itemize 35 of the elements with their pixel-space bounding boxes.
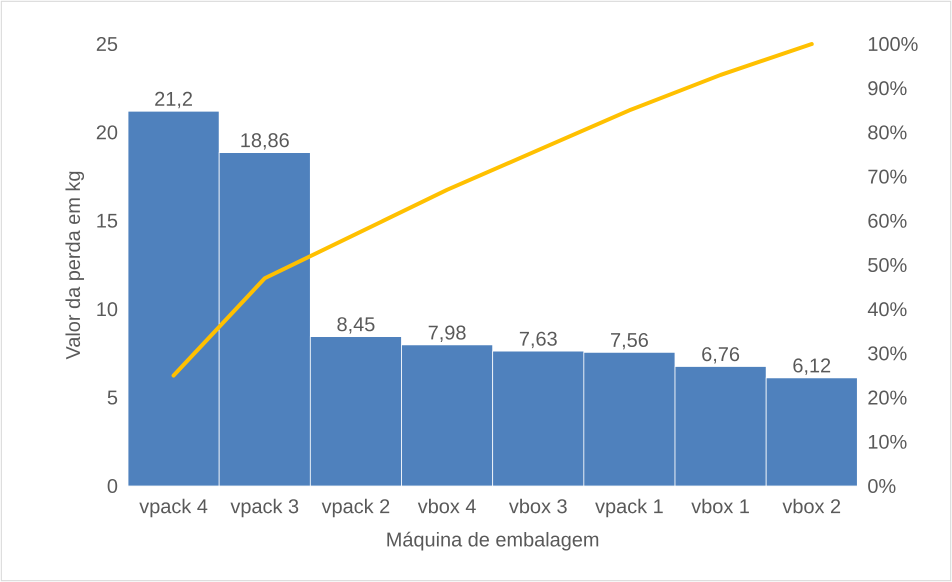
x-tick-label: vpack 2 (322, 498, 390, 518)
x-tick-label: vbox 3 (508, 498, 567, 514)
data-label: 18,86 (241, 133, 289, 150)
y-tick-label: 10 (97, 302, 118, 316)
x-tick-label: vpack 1 (595, 498, 663, 518)
y2-tick-label: 50% (868, 258, 907, 272)
y2-tick-label: 30% (868, 346, 907, 360)
data-label: 6,12 (793, 358, 830, 375)
data-label: 7,56 (611, 332, 648, 350)
y2-tick-label: 60% (868, 214, 907, 228)
data-label: 21,2 (155, 92, 192, 108)
y-tick-label: 5 (108, 390, 118, 405)
data-label: 7,98 (428, 326, 466, 342)
x-tick-label: vbox 1 (691, 498, 749, 514)
x-tick-label: vpack 4 (139, 498, 208, 518)
data-label: 6,76 (702, 347, 740, 364)
y2-tick-label: 0% (868, 478, 896, 494)
y-tick-label: 20 (96, 125, 118, 140)
y2-tick-label: 10% (868, 434, 907, 449)
data-label: 8,45 (337, 317, 374, 334)
y2-tick-label: 40% (868, 302, 907, 316)
x-axis-title: Máquina de embalagem (387, 532, 598, 551)
x-tick-label: vpack 3 (230, 498, 298, 518)
y2-tick-label: 70% (868, 170, 907, 184)
y2-tick-label: 20% (868, 390, 907, 405)
y-tick-label: 15 (97, 214, 118, 228)
x-tick-label: vbox 4 (418, 498, 476, 514)
x-tick-label: vbox 2 (782, 498, 840, 514)
y-tick-label: 0 (108, 478, 118, 494)
y-axis-title: Valor da perda em kg (65, 172, 84, 360)
y-tick-label: 25 (96, 36, 118, 52)
y2-tick-label: 90% (868, 81, 907, 96)
y2-tick-label: 100% (868, 36, 918, 52)
data-label: 7,63 (520, 332, 557, 348)
y2-tick-label: 80% (868, 125, 907, 140)
